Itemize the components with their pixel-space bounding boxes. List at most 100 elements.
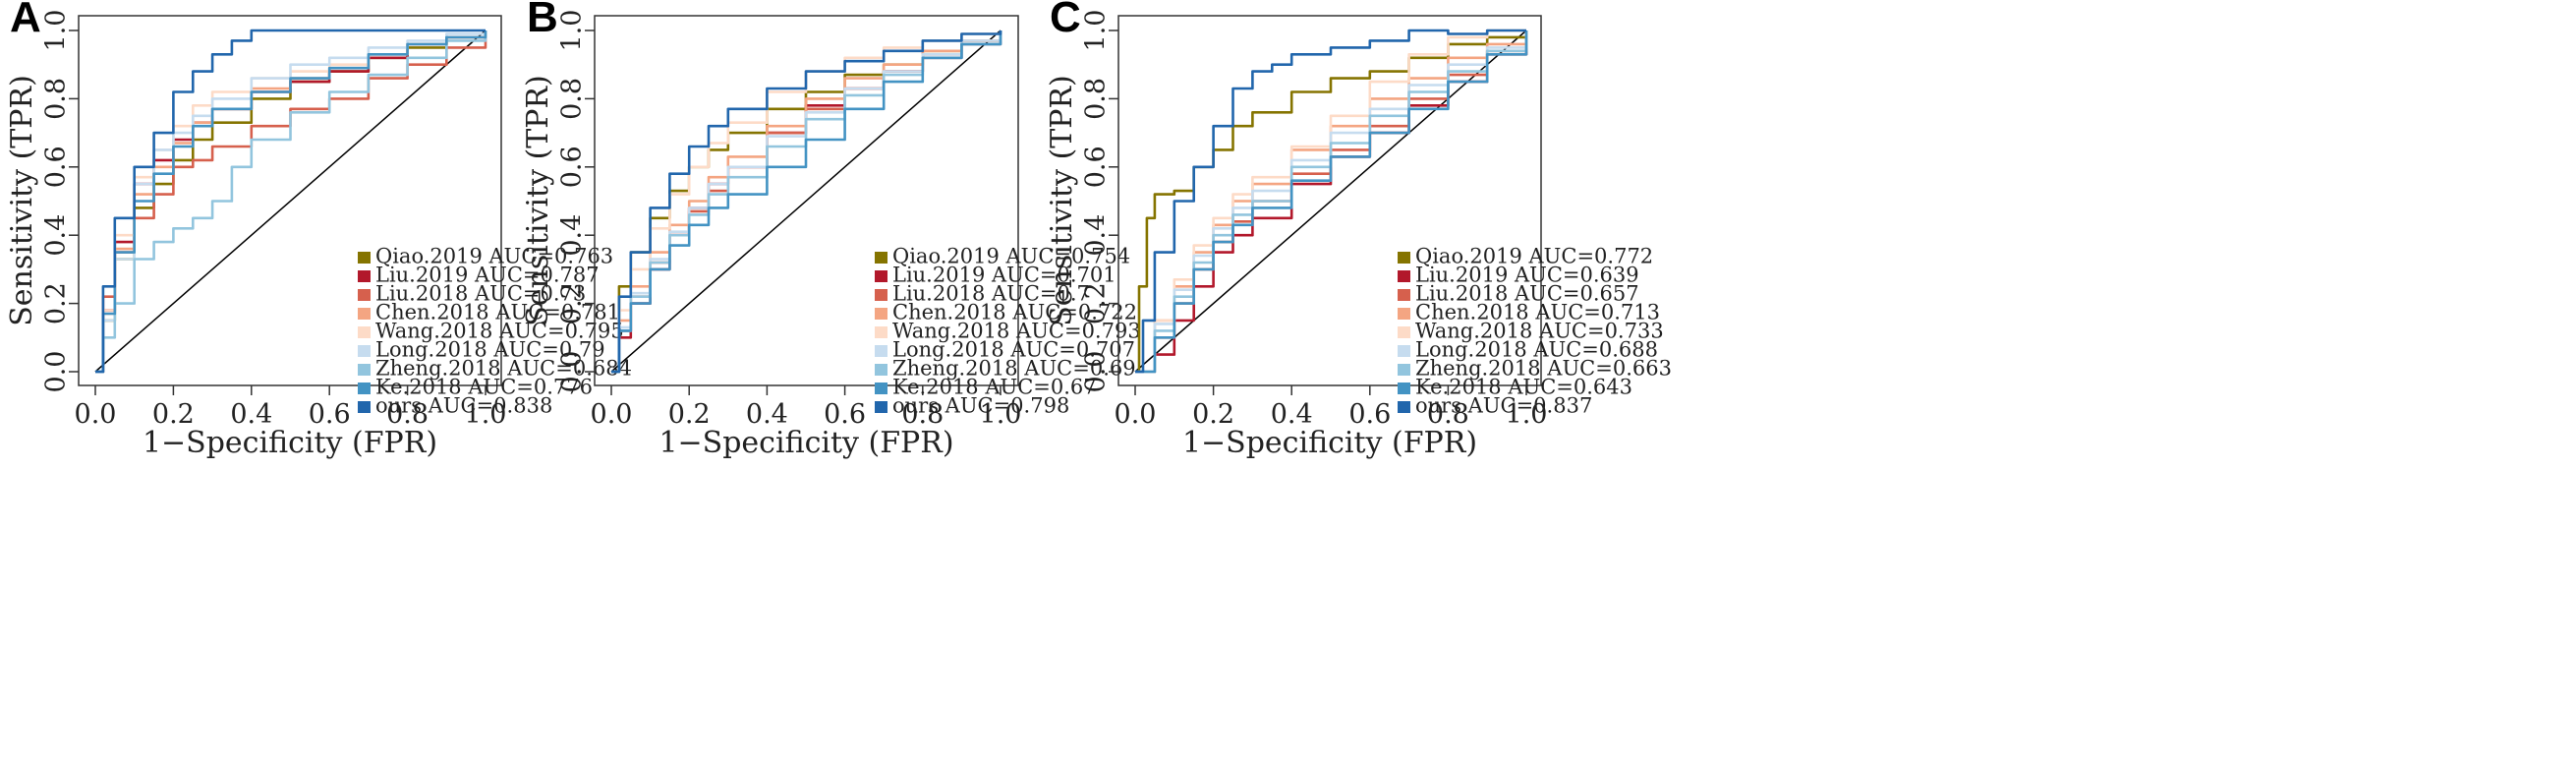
legend-swatch bbox=[875, 345, 887, 357]
legend-swatch bbox=[358, 270, 371, 282]
legend-swatch bbox=[875, 382, 887, 394]
legend-entry: Wang.2018 AUC=0.795 bbox=[375, 320, 624, 343]
x-tick-label: 0.2 bbox=[1192, 399, 1234, 430]
panel-b: B0.00.00.20.20.40.40.60.60.80.81.01.01−S… bbox=[521, 0, 1141, 460]
legend-swatch bbox=[358, 401, 371, 413]
legend-swatch bbox=[1398, 289, 1410, 301]
roc-curve-ke-2018 bbox=[95, 30, 487, 374]
legend-entry: Qiao.2019 AUC=0.763 bbox=[375, 245, 613, 268]
y-tick-label: 0.6 bbox=[1081, 146, 1112, 188]
legend-entry: Ke.2018 AUC=0.776 bbox=[375, 376, 593, 399]
legend-swatch bbox=[875, 308, 887, 320]
panel-letter: C bbox=[1050, 0, 1081, 41]
roc-curve-wang-2018 bbox=[1135, 29, 1526, 374]
y-tick-label: 0.6 bbox=[41, 146, 72, 188]
x-tick-label: 0.8 bbox=[386, 399, 429, 430]
legend-entry: Wang.2018 AUC=0.793 bbox=[892, 320, 1141, 343]
legend-entry: Ke.2018 AUC=0.643 bbox=[1415, 376, 1632, 399]
panel-letter: B bbox=[527, 0, 558, 41]
legend-swatch bbox=[1398, 345, 1410, 357]
legend-entry: Liu.2019 AUC=0.639 bbox=[1415, 264, 1639, 287]
x-tick-label: 0.4 bbox=[746, 399, 788, 430]
x-tick-label: 0.6 bbox=[1348, 399, 1391, 430]
x-axis-label: 1−Specificity (FPR) bbox=[658, 426, 953, 460]
legend-swatch bbox=[1398, 401, 1410, 413]
y-tick-label: 0.4 bbox=[41, 214, 72, 257]
x-tick-label: 1.0 bbox=[465, 399, 507, 430]
x-tick-label: 0.0 bbox=[591, 399, 633, 430]
legend-entry: Liu.2018 AUC=0.657 bbox=[1415, 282, 1639, 306]
legend-swatch bbox=[1398, 270, 1410, 282]
legend-entry: Long.2018 AUC=0.79 bbox=[375, 338, 605, 362]
legend-swatch bbox=[358, 364, 371, 376]
legend-entry: Zheng.2018 AUC=0.684 bbox=[375, 357, 632, 381]
legend-entry: Zheng.2018 AUC=0.663 bbox=[1415, 357, 1672, 381]
legend-swatch bbox=[358, 382, 371, 394]
y-tick-label: 0.4 bbox=[557, 214, 588, 257]
x-axis-label: 1−Specificity (FPR) bbox=[143, 426, 437, 460]
legend-swatch bbox=[875, 326, 887, 338]
legend-swatch bbox=[1398, 308, 1410, 320]
legend-entry: Chen.2018 AUC=0.713 bbox=[1415, 301, 1660, 324]
y-tick-label: 0.0 bbox=[557, 351, 588, 393]
legend-swatch bbox=[875, 364, 887, 376]
legend-entry: Zheng.2018 AUC=0.69 bbox=[892, 357, 1136, 381]
legend-swatch bbox=[358, 345, 371, 357]
roc-curve-zheng-2018 bbox=[95, 30, 487, 374]
legend-entry: Long.2018 AUC=0.707 bbox=[892, 338, 1135, 362]
x-tick-label: 0.0 bbox=[1115, 399, 1157, 430]
legend-entry: ours AUC=0.838 bbox=[375, 394, 552, 418]
x-tick-label: 0.0 bbox=[75, 399, 117, 430]
x-tick-label: 0.4 bbox=[230, 399, 272, 430]
y-tick-label: 0.4 bbox=[1081, 214, 1112, 257]
legend-entry: Chen.2018 AUC=0.781 bbox=[375, 301, 620, 324]
legend-swatch bbox=[875, 289, 887, 301]
panel-a: A0.00.00.20.20.40.40.60.60.80.81.01.01−S… bbox=[5, 0, 632, 460]
x-tick-label: 0.2 bbox=[152, 399, 195, 430]
plot-frame bbox=[78, 15, 502, 386]
legend-swatch bbox=[1398, 252, 1410, 264]
legend-entry: Long.2018 AUC=0.688 bbox=[1415, 338, 1658, 362]
y-axis-label: Sensitivity (TPR) bbox=[1045, 75, 1079, 326]
legend-swatch bbox=[1398, 382, 1410, 394]
y-tick-label: 0.2 bbox=[557, 282, 588, 324]
legend-swatch bbox=[1398, 326, 1410, 338]
y-tick-label: 1.0 bbox=[1081, 10, 1112, 52]
legend-entry: ours AUC=0.837 bbox=[1415, 394, 1592, 418]
legend-swatch bbox=[875, 401, 887, 413]
y-tick-label: 0.6 bbox=[557, 146, 588, 188]
x-tick-label: 1.0 bbox=[980, 399, 1022, 430]
y-tick-label: 0.2 bbox=[1081, 282, 1112, 324]
legend-entry: Liu.2019 AUC=0.787 bbox=[375, 264, 600, 287]
y-tick-label: 0.0 bbox=[41, 351, 72, 393]
y-tick-label: 0.8 bbox=[41, 78, 72, 120]
legend-entry: ours AUC=0.798 bbox=[892, 394, 1069, 418]
roc-curve-ke-2018 bbox=[1135, 30, 1528, 374]
plot-frame bbox=[1117, 15, 1542, 386]
roc-curve-ours bbox=[611, 30, 1002, 374]
legend-swatch bbox=[358, 308, 371, 320]
reference-diagonal bbox=[94, 29, 487, 373]
y-axis-label: Sensitivity (TPR) bbox=[5, 75, 39, 326]
legend-swatch bbox=[875, 252, 887, 264]
y-tick-label: 1.0 bbox=[557, 10, 588, 52]
legend-entry: Liu.2018 AUC=0.73 bbox=[375, 282, 586, 306]
legend-swatch bbox=[1398, 364, 1410, 376]
x-tick-label: 0.2 bbox=[668, 399, 711, 430]
y-tick-label: 0.0 bbox=[1081, 351, 1112, 393]
roc-curve-ours bbox=[95, 29, 486, 374]
legend-swatch bbox=[358, 252, 371, 264]
roc-curve-ours bbox=[1135, 29, 1526, 374]
panel-c: C 0.00.0 0.2 0.2 0.4 0.4 0.6 0.6 0.8 0.8 1.0 1.0 1−S… bbox=[1045, 0, 1672, 460]
x-axis-label: 1−Specificity (FPR) bbox=[1182, 426, 1477, 460]
legend-swatch bbox=[875, 270, 887, 282]
roc-curve-ke-2018 bbox=[611, 30, 1002, 374]
x-tick-label: 0.8 bbox=[1427, 399, 1469, 430]
x-tick-label: 0.6 bbox=[824, 399, 866, 430]
x-tick-label: 0.8 bbox=[901, 399, 944, 430]
y-tick-label: 1.0 bbox=[41, 10, 72, 52]
y-tick-label: 0.2 bbox=[41, 282, 72, 324]
plot-frame bbox=[594, 15, 1019, 386]
legend-entry: Qiao.2019 AUC=0.772 bbox=[1415, 245, 1653, 268]
